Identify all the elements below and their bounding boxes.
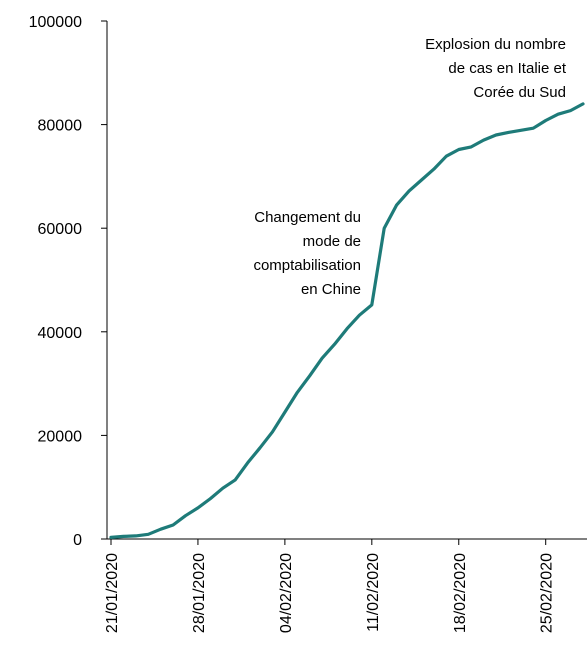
x-tick-label: 18/02/2020 [452,553,469,633]
annotation-line: Changement du [254,209,361,226]
series-group [109,102,585,540]
annotation-line: de cas en Italie et [448,60,566,77]
x-tick-label: 04/02/2020 [278,553,295,633]
series-line [109,102,585,540]
annotation-line: Explosion du nombre [425,36,566,53]
annotation-line: mode de [303,233,361,250]
x-axis: 21/01/2020 28/01/2020 04/02/2020 11/02/2020… [104,538,587,633]
y-tick-label: 60000 [38,221,83,238]
y-tick-label: 40000 [38,325,83,342]
y-tick-label: 80000 [38,118,83,135]
y-axis: 0 20000 40000 60000 80000 100000 [29,14,108,549]
x-tick-label: 11/02/2020 [365,553,382,632]
y-tick-label: 100000 [29,14,82,31]
annotation-line: comptabilisation [253,257,361,274]
annotations: Changement du mode de comptabilisation en C… [253,36,566,298]
annotation-line: Corée du Sud [473,84,566,101]
x-tick-label: 28/01/2020 [191,553,208,633]
y-tick-label: 0 [73,532,82,549]
x-tick-label: 21/01/2020 [104,553,121,633]
annotation-line: en Chine [301,281,361,298]
x-tick-label: 25/02/2020 [539,553,556,633]
y-tick-label: 20000 [38,428,83,445]
